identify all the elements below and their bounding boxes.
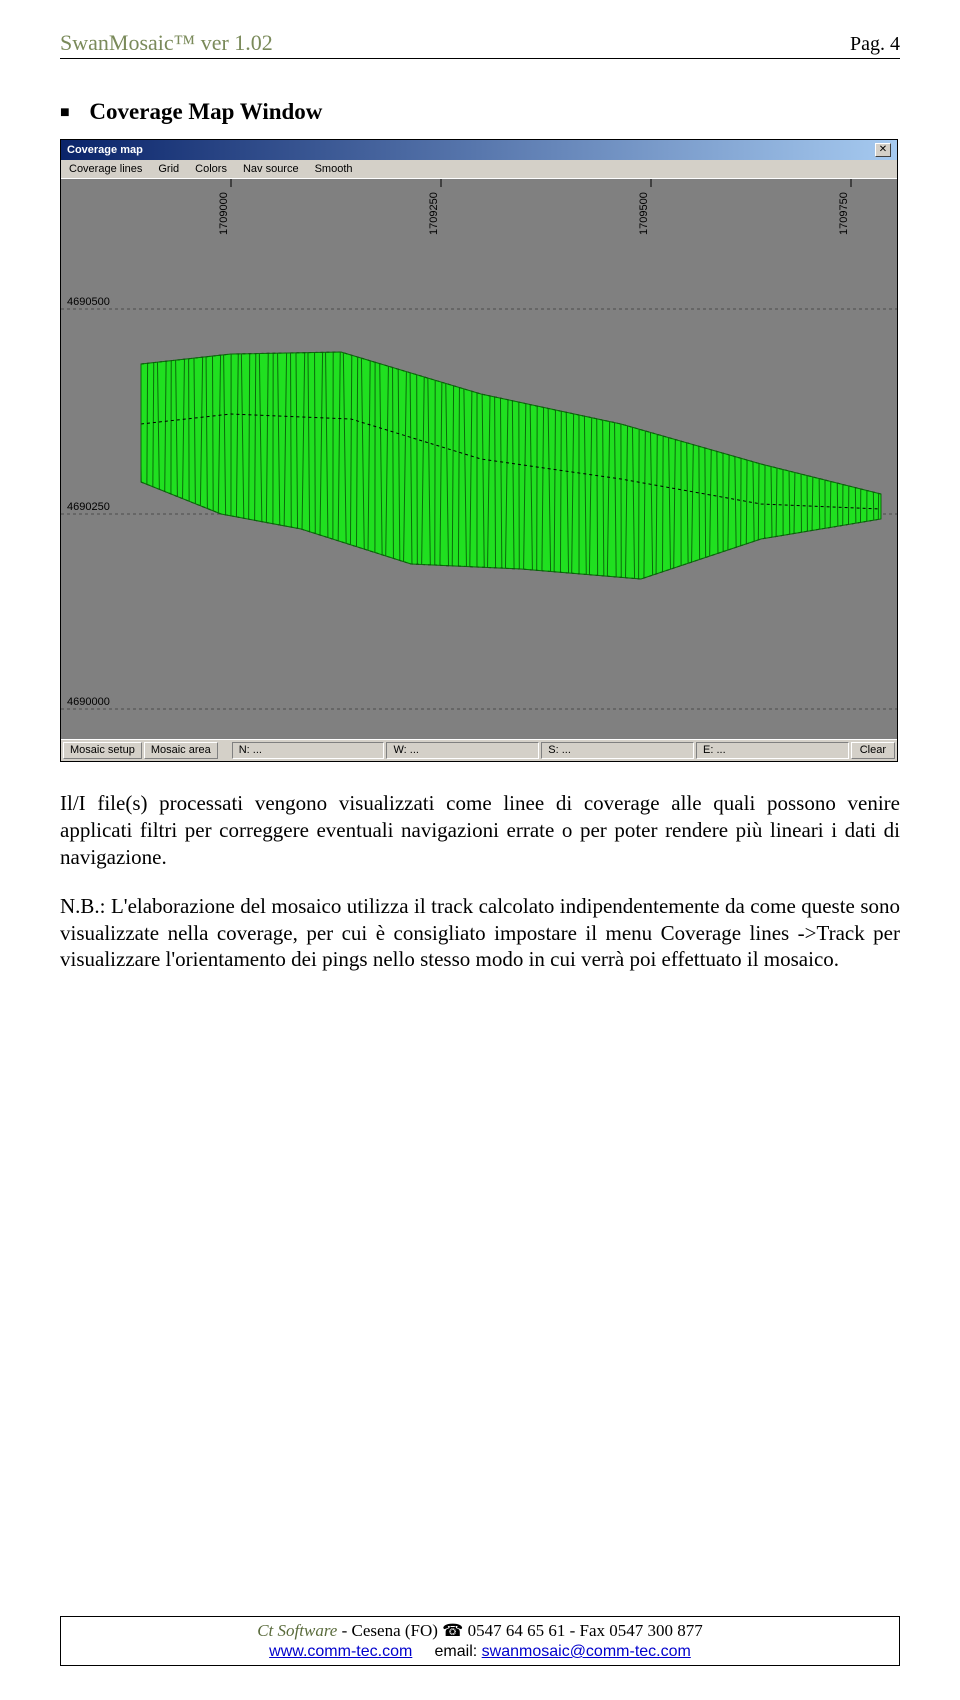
window-titlebar: Coverage map ✕	[61, 140, 897, 160]
mosaic-setup-button[interactable]: Mosaic setup	[63, 742, 142, 759]
status-w-value: ...	[410, 744, 419, 756]
coverage-map-window: Coverage map ✕ Coverage lines Grid Color…	[60, 139, 898, 762]
section-heading-text: Coverage Map Window	[89, 99, 322, 124]
status-n-value: ...	[253, 744, 262, 756]
menu-nav-source[interactable]: Nav source	[241, 162, 301, 176]
footer-contact: - Cesena (FO) ☎ 0547 64 65 61 - Fax 0547…	[337, 1621, 702, 1640]
status-w: W: ...	[386, 742, 539, 759]
paragraph-1: Il/I file(s) processati vengono visualiz…	[60, 790, 900, 871]
svg-text:1709250: 1709250	[428, 192, 440, 235]
status-e: E: ...	[696, 742, 849, 759]
mosaic-area-button[interactable]: Mosaic area	[144, 742, 218, 759]
menu-coverage-lines[interactable]: Coverage lines	[67, 162, 144, 176]
status-s-value: ...	[562, 744, 571, 756]
svg-text:1709500: 1709500	[638, 192, 650, 235]
page-number: Pag. 4	[850, 33, 900, 56]
clear-button[interactable]: Clear	[851, 742, 895, 759]
window-menubar: Coverage lines Grid Colors Nav source Sm…	[61, 160, 897, 179]
svg-text:1709000: 1709000	[218, 192, 230, 235]
svg-text:4690000: 4690000	[67, 696, 110, 708]
menu-colors[interactable]: Colors	[193, 162, 229, 176]
page-footer: Ct Software - Cesena (FO) ☎ 0547 64 65 6…	[60, 1616, 900, 1666]
status-s: S: ...	[541, 742, 694, 759]
window-statusbar: Mosaic setup Mosaic area N: ... W: ... S…	[61, 739, 897, 761]
svg-text:4690500: 4690500	[67, 296, 110, 308]
paragraph-2: N.B.: L'elaborazione del mosaico utilizz…	[60, 893, 900, 974]
footer-website-link[interactable]: www.comm-tec.com	[269, 1643, 412, 1660]
footer-links: www.comm-tec.com email: swanmosaic@comm-…	[69, 1643, 891, 1661]
status-e-label: E:	[703, 744, 713, 756]
statusbar-spacer	[220, 742, 230, 759]
status-n: N: ...	[232, 742, 385, 759]
menu-smooth[interactable]: Smooth	[313, 162, 355, 176]
footer-email-label: email:	[435, 1643, 482, 1660]
footer-box: Ct Software - Cesena (FO) ☎ 0547 64 65 6…	[60, 1616, 900, 1666]
coverage-canvas[interactable]: 1709000 1709250 1709500 1709750 4690500 46902…	[61, 179, 897, 739]
svg-text:4690250: 4690250	[67, 501, 110, 513]
status-s-label: S:	[548, 744, 558, 756]
menu-grid[interactable]: Grid	[156, 162, 181, 176]
coverage-svg: 1709000 1709250 1709500 1709750 4690500 46902…	[61, 179, 897, 739]
product-title: SwanMosaic™ ver 1.02	[60, 30, 273, 56]
page: SwanMosaic™ ver 1.02 Pag. 4 Coverage Map…	[0, 0, 960, 1700]
window-title: Coverage map	[67, 144, 143, 156]
svg-text:1709750: 1709750	[838, 192, 850, 235]
footer-company-line: Ct Software - Cesena (FO) ☎ 0547 64 65 6…	[69, 1621, 891, 1641]
page-header: SwanMosaic™ ver 1.02 Pag. 4	[60, 30, 900, 59]
section-heading: Coverage Map Window	[60, 99, 900, 125]
close-icon[interactable]: ✕	[875, 143, 891, 157]
status-e-value: ...	[716, 744, 725, 756]
status-n-label: N:	[239, 744, 250, 756]
footer-email-link[interactable]: swanmosaic@comm-tec.com	[482, 1643, 691, 1660]
footer-brand: Ct Software	[257, 1621, 337, 1640]
status-w-label: W:	[393, 744, 406, 756]
